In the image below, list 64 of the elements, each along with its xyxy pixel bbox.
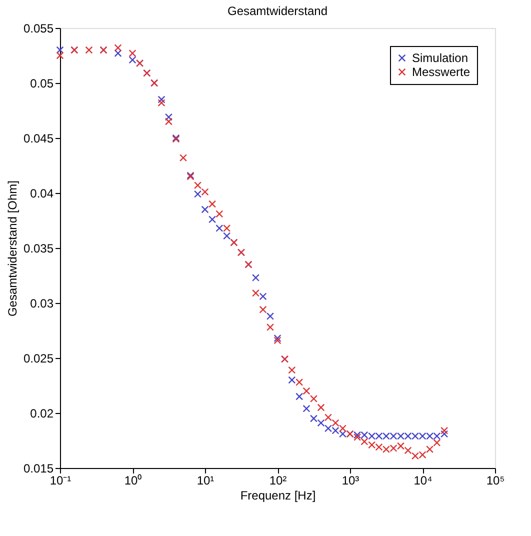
- point: [266, 312, 274, 320]
- point: [194, 190, 202, 198]
- point: [216, 210, 224, 218]
- x-axis-title: Frequenz [Hz]: [240, 488, 316, 502]
- point: [310, 414, 318, 422]
- legend-label: Messwerte: [412, 65, 470, 79]
- point: [404, 446, 412, 454]
- point: [201, 206, 209, 214]
- y-tick-label: 0.045: [23, 132, 54, 146]
- point: [296, 392, 304, 400]
- x-tick-label: 10⁰: [124, 474, 142, 488]
- point: [252, 289, 260, 297]
- point: [158, 99, 166, 107]
- point: [164, 118, 172, 126]
- point: [332, 419, 340, 427]
- point: [274, 334, 282, 342]
- point: [128, 50, 136, 58]
- point: [266, 323, 274, 331]
- y-tick-label: 0.015: [23, 462, 54, 476]
- point: [317, 404, 325, 412]
- point: [317, 419, 325, 427]
- y-axis-title: Gesamtwiderstand [Ohm]: [5, 180, 20, 317]
- point: [164, 113, 172, 121]
- point: [223, 232, 231, 240]
- point: [324, 414, 332, 422]
- point: [208, 216, 216, 224]
- point: [208, 200, 216, 208]
- point: [259, 292, 267, 300]
- y-tick-label: 0.02: [30, 406, 54, 420]
- x-tick-label: 10²: [269, 474, 287, 488]
- point: [360, 438, 368, 446]
- legend-label: Simulation: [412, 51, 468, 65]
- y-tick-label: 0.03: [30, 296, 54, 310]
- point: [158, 96, 166, 104]
- y-tick-label: 0.035: [23, 242, 54, 256]
- y-tick-label: 0.05: [30, 76, 54, 90]
- point: [302, 404, 310, 412]
- point: [296, 378, 304, 386]
- point: [128, 56, 136, 64]
- x-tick-label: 10⁴: [414, 474, 432, 488]
- point: [216, 224, 224, 232]
- chart-title: Gesamtwiderstand: [227, 4, 328, 18]
- x-tick-label: 10⁵: [486, 474, 505, 488]
- point: [288, 376, 296, 384]
- point: [338, 424, 346, 432]
- x-tick-label: 10³: [342, 474, 360, 488]
- point: [252, 274, 260, 282]
- point: [259, 306, 267, 314]
- point: [310, 394, 318, 402]
- y-tick-label: 0.055: [23, 22, 54, 36]
- point: [288, 366, 296, 374]
- point: [223, 224, 231, 232]
- point: [194, 182, 202, 190]
- point: [201, 188, 209, 196]
- x-tick-label: 10¹: [196, 474, 214, 488]
- point: [179, 154, 187, 162]
- point: [426, 446, 434, 454]
- point: [302, 387, 310, 395]
- point: [440, 426, 448, 434]
- x-tick-label: 10⁻¹: [50, 474, 72, 488]
- y-tick-label: 0.025: [23, 352, 54, 366]
- y-tick-label: 0.04: [30, 186, 54, 200]
- point: [274, 336, 282, 344]
- point: [433, 438, 441, 446]
